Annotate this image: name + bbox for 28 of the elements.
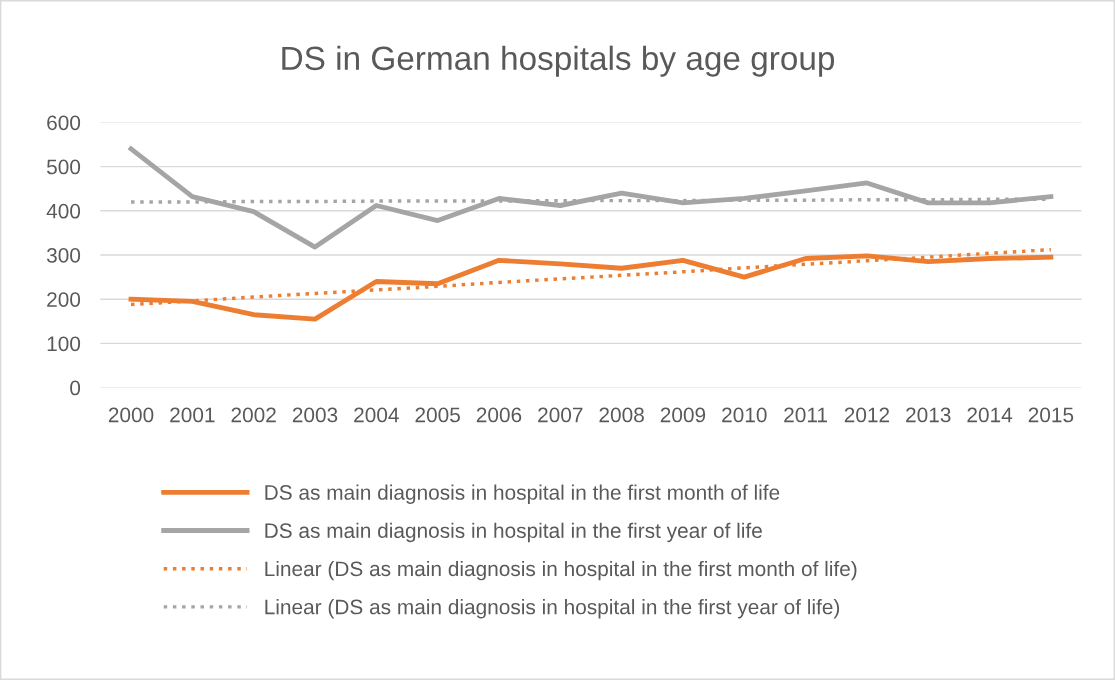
y-tick-label: 0 xyxy=(70,380,81,396)
legend-label: Linear (DS as main diagnosis in hospital in the first year of life) xyxy=(265,599,840,619)
x-tick-label: 2014 xyxy=(967,407,1013,423)
legend-label: DS as main diagnosis in hospital in the first month of life xyxy=(265,484,780,504)
y-tick-label: 600 xyxy=(47,115,81,131)
x-tick-label: 2008 xyxy=(599,407,644,423)
x-tick-label: 2003 xyxy=(292,407,338,423)
x-tick-label: 2002 xyxy=(231,407,276,423)
y-tick-label: 400 xyxy=(46,203,81,219)
x-tick-label: 2009 xyxy=(660,407,706,423)
x-tick-label: 2005 xyxy=(415,407,460,423)
y-tick-label: 500 xyxy=(46,159,81,175)
legend-label: Linear (DS as main diagnosis in hospital in the first month of life) xyxy=(265,560,857,581)
x-tick-label: 2001 xyxy=(170,407,215,423)
x-tick-label: 2013 xyxy=(906,407,951,423)
x-tick-label: 2004 xyxy=(354,407,399,423)
y-tick-label: 300 xyxy=(46,248,81,263)
x-tick-label: 2000 xyxy=(108,407,154,423)
x-tick-label: 2006 xyxy=(476,407,522,423)
x-tick-label: 2015 xyxy=(1028,407,1074,423)
x-tick-label: 2011 xyxy=(784,407,827,423)
x-tick-label: 2012 xyxy=(844,407,890,423)
y-tick-label: 200 xyxy=(47,292,81,307)
x-tick-label: 2007 xyxy=(538,407,583,423)
x-tick-label: 2010 xyxy=(722,407,767,423)
legend-label: DS as main diagnosis in hospital in the first year of life xyxy=(265,522,762,543)
chart-title: DS in German hospitals by age group xyxy=(282,45,835,77)
y-tick-label: 100 xyxy=(47,336,81,352)
